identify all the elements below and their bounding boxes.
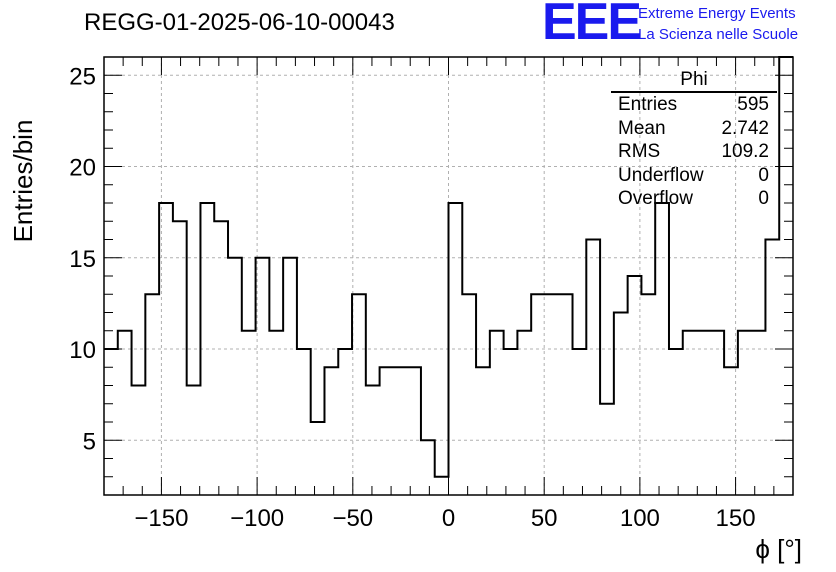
x-axis-ticks: −150 −100 −50 0 50 100 150 bbox=[122, 57, 794, 532]
x-tick-label: −100 bbox=[230, 505, 284, 532]
y-tick-label: 25 bbox=[69, 63, 96, 90]
logo-line-2: La Scienza nelle Scuole bbox=[638, 26, 799, 43]
logo-line-1: Extreme Energy Events bbox=[638, 5, 796, 22]
eee-logo: EEE bbox=[542, 0, 642, 51]
stats-value: 0 bbox=[758, 188, 769, 209]
stats-row: Entries 595 bbox=[611, 93, 777, 117]
y-tick-label: 10 bbox=[69, 337, 96, 364]
stats-row: Overflow 0 bbox=[611, 187, 777, 211]
x-tick-label: −150 bbox=[134, 505, 188, 532]
x-tick-label: −50 bbox=[332, 505, 373, 532]
stats-label: RMS bbox=[618, 141, 661, 162]
chart-title: REGG-01-2025-06-10-00043 bbox=[84, 9, 395, 36]
histogram-steps bbox=[104, 56, 793, 478]
stats-label: Overflow bbox=[618, 188, 693, 209]
stats-value: 0 bbox=[758, 164, 769, 186]
stats-value: 595 bbox=[737, 94, 769, 115]
stats-row: Underflow 0 bbox=[611, 164, 777, 188]
y-tick-label: 15 bbox=[69, 246, 96, 273]
stats-title: Phi bbox=[611, 70, 777, 93]
stats-label: Underflow bbox=[618, 164, 704, 186]
y-axis-ticks: 5 10 15 20 25 bbox=[69, 56, 793, 496]
stats-label: Mean bbox=[618, 117, 666, 139]
x-axis-label: ϕ [°] bbox=[755, 534, 802, 564]
x-tick-label: 150 bbox=[716, 505, 756, 532]
x-tick-label: 100 bbox=[620, 505, 660, 532]
stats-label: Entries bbox=[618, 94, 678, 115]
y-tick-label: 20 bbox=[69, 155, 96, 182]
histogram-outline bbox=[104, 56, 793, 478]
y-axis-label: Entries/bin bbox=[8, 119, 38, 243]
x-tick-label: 50 bbox=[531, 505, 558, 532]
stats-row: Mean 2.742 bbox=[611, 117, 777, 141]
y-tick-label: 5 bbox=[83, 428, 96, 455]
eee-logo-caption: Extreme Energy Events La Scienza nelle S… bbox=[638, 3, 798, 45]
stats-value: 2.742 bbox=[721, 117, 769, 139]
x-tick-label: 0 bbox=[442, 505, 455, 532]
stats-box: Phi Entries 595 Mean 2.742 RMS 109.2 Underflow… bbox=[611, 70, 777, 211]
stats-row: RMS 109.2 bbox=[611, 140, 777, 164]
stats-rows: Entries 595 Mean 2.742 RMS 109.2 Underflow 0 Ove… bbox=[611, 93, 777, 211]
stats-value: 109.2 bbox=[721, 141, 769, 162]
